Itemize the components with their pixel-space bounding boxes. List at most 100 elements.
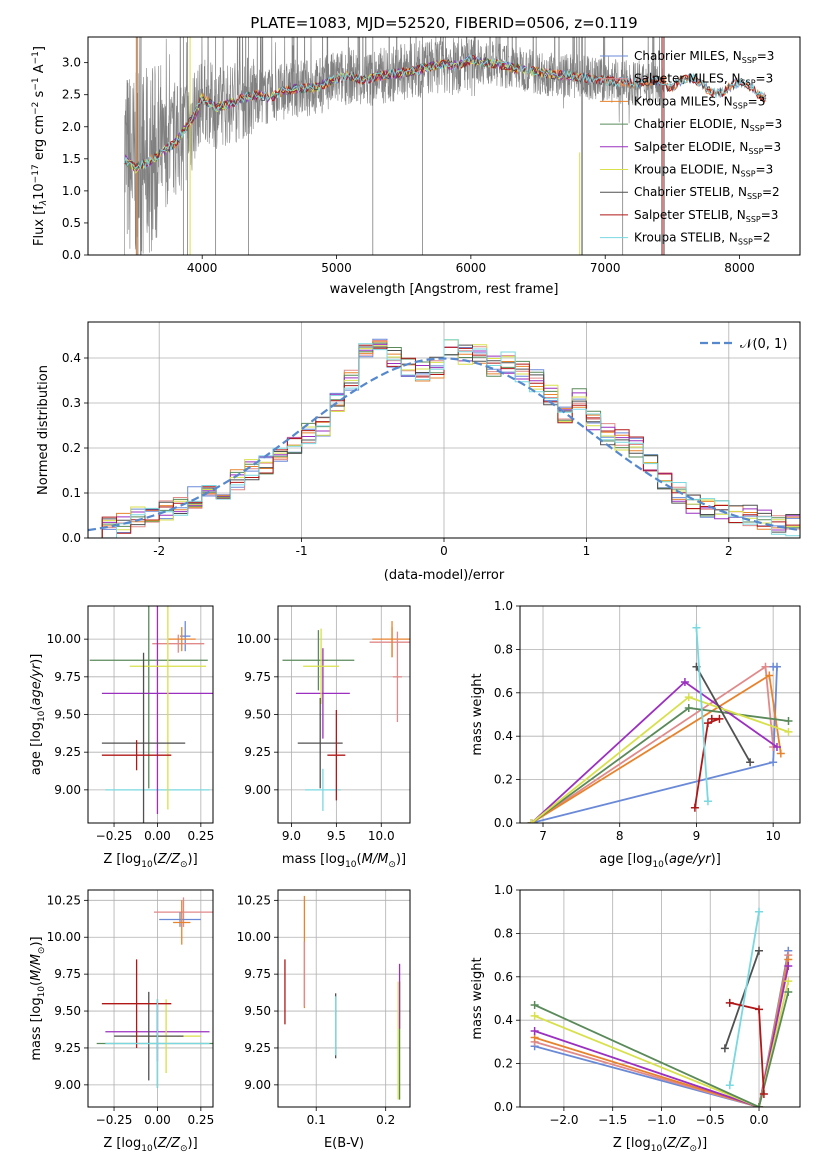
weight-marker [765, 671, 774, 680]
weight-marker [784, 961, 793, 970]
axis-label-subscript: ⊙ [180, 860, 188, 870]
x-tick-label: −0.25 [96, 829, 133, 843]
plot-area [88, 338, 800, 538]
x-axis-label: wavelength [Angstrom, rest frame] [330, 282, 559, 297]
y-axis-label: Normed distribution [36, 365, 51, 495]
y-tick-label: 0.8 [494, 926, 513, 940]
y-tick-label: 1.0 [494, 883, 513, 897]
y-tick-label: 3.0 [62, 56, 81, 70]
x-tick-label: 0.00 [144, 829, 171, 843]
y-tick-label: 2.5 [62, 88, 81, 102]
y-tick-label: 9.75 [244, 670, 271, 684]
y-tick-label: 0.6 [494, 970, 513, 984]
legend-text: Chabrier STELIB, N [634, 185, 747, 199]
weight-marker [707, 714, 716, 723]
legend-entry: Salpeter MILES, NSSP=3 [634, 72, 773, 88]
y-tick-label: 0.0 [494, 816, 513, 830]
axis-label-text: )] [396, 852, 406, 867]
axis-label-variable: Z/Z [157, 852, 181, 867]
axis-label-text: erg cm [32, 115, 47, 164]
x-tick-label: 9.0 [282, 829, 301, 843]
axis-label-subscript: ⊙ [37, 947, 47, 955]
legend-text: Kroupa MILES, N [634, 94, 733, 108]
weight-marker [725, 998, 734, 1007]
plot-frame [87, 321, 801, 539]
y-tick-label: 0.5 [62, 216, 81, 230]
axis-label-text: ( [29, 981, 44, 986]
plot-area [282, 621, 410, 811]
axis-label-text: )] [29, 936, 44, 946]
legend-entry: Kroupa MILES, NSSP=3 [634, 94, 765, 110]
y-tick-label: 10.25 [237, 893, 271, 907]
x-tick-label: 9 [693, 829, 701, 843]
axis-label-variable: age/yr [29, 662, 44, 705]
legend-text: =3 [765, 117, 783, 131]
legend-text: =3 [763, 140, 781, 154]
y-tick-label: 0.2 [62, 441, 81, 455]
legend-entry: Salpeter STELIB, NSSP=3 [634, 208, 778, 224]
axis-label-text: Z [log [103, 1136, 141, 1151]
axis-label-text: s [32, 90, 47, 101]
x-tick-label: 6000 [456, 261, 487, 275]
age-axis-label: age [log10(age/yr)] [599, 852, 721, 870]
residuals-panel: -2 -1 0 1 2 0.0 0.1 0.2 0.3 0.4 𝒩(0, 1) (data-model… [36, 321, 801, 583]
axis-label-subscript: 10 [141, 1144, 153, 1154]
axis-label-variable: M/M [362, 852, 389, 867]
legend-subscript: SSP [741, 170, 756, 179]
x-tick-label: 8 [616, 829, 624, 843]
y-tick-label: 10.00 [47, 930, 81, 944]
z-axis-label: Z [log10(Z/Z⊙)] [103, 852, 197, 870]
mass-axis-label: mass [log10(M/M⊙)] [282, 852, 406, 870]
plot-area [89, 606, 213, 823]
axis-label-superscript: −1 [31, 51, 41, 64]
axis-label-subscript: λ [39, 200, 49, 206]
y-tick-label: 0.8 [494, 642, 513, 656]
x-tick-label: 8000 [724, 261, 755, 275]
weight-marker [725, 1081, 734, 1090]
x-tick-label: 0.2 [376, 1113, 395, 1127]
axis-label-text: Z [log [103, 852, 141, 867]
legend-text: Salpeter ELODIE, N [634, 140, 748, 154]
legend-entry: Chabrier ELODIE, NSSP=3 [634, 117, 782, 133]
y-tick-label: 0.0 [62, 248, 81, 262]
y-tick-label: 9.50 [244, 708, 271, 722]
axis-label-text: )] [29, 654, 44, 664]
legend-entry: 𝒩(0, 1) [740, 337, 787, 352]
y-tick-label: 0.0 [494, 1100, 513, 1114]
axis-label-subscript: ⊙ [180, 1144, 188, 1154]
y-tick-label: 9.75 [54, 670, 81, 684]
axis-label-text: ] [32, 46, 47, 51]
legend-text: Chabrier ELODIE, N [634, 117, 750, 131]
legend-entry: Kroupa ELODIE, NSSP=3 [634, 163, 773, 179]
x-tick-label: 10 [766, 829, 781, 843]
y-tick-label: 0.0 [62, 531, 81, 545]
weight-marker [776, 749, 785, 758]
x-axis-label: (data-model)/error [384, 568, 505, 583]
axis-label-superscript: −1 [31, 77, 41, 90]
weight-marker [784, 977, 793, 986]
axis-label-text: ( [357, 852, 362, 867]
y-tick-label: 10.25 [47, 893, 81, 907]
z-axis-label: Z [log10(Z/Z⊙)] [103, 1136, 197, 1154]
y-tick-label: 2.0 [62, 120, 81, 134]
weight-marker [684, 703, 693, 712]
axis-label-text: mass [log [29, 997, 44, 1060]
y-tick-label: 1.0 [62, 184, 81, 198]
y-tick-label: 9.25 [244, 1041, 271, 1055]
axis-label-subscript: 10 [651, 1144, 663, 1154]
weight-marker [761, 662, 770, 671]
legend-subscript: SSP [750, 124, 765, 133]
plot-frame [87, 889, 214, 1108]
y-tick-label: 9.25 [54, 1041, 81, 1055]
weight-line [728, 911, 760, 1086]
model-spectrum-line [123, 54, 767, 170]
weight-marker [530, 1027, 539, 1036]
axis-label-text: ( [664, 852, 669, 867]
legend-text: Chabrier MILES, N [634, 49, 742, 63]
x-tick-label: −2.0 [549, 1113, 578, 1127]
age-vs-mass-panel: 9.0 9.5 10.0 9.00 9.25 9.50 9.75 10.00 mass [log… [237, 605, 411, 870]
plot-frame [519, 605, 801, 824]
y-tick-label: 9.50 [54, 1004, 81, 1018]
y-tick-label: 0.4 [494, 729, 513, 743]
x-tick-label: −1.0 [647, 1113, 676, 1127]
